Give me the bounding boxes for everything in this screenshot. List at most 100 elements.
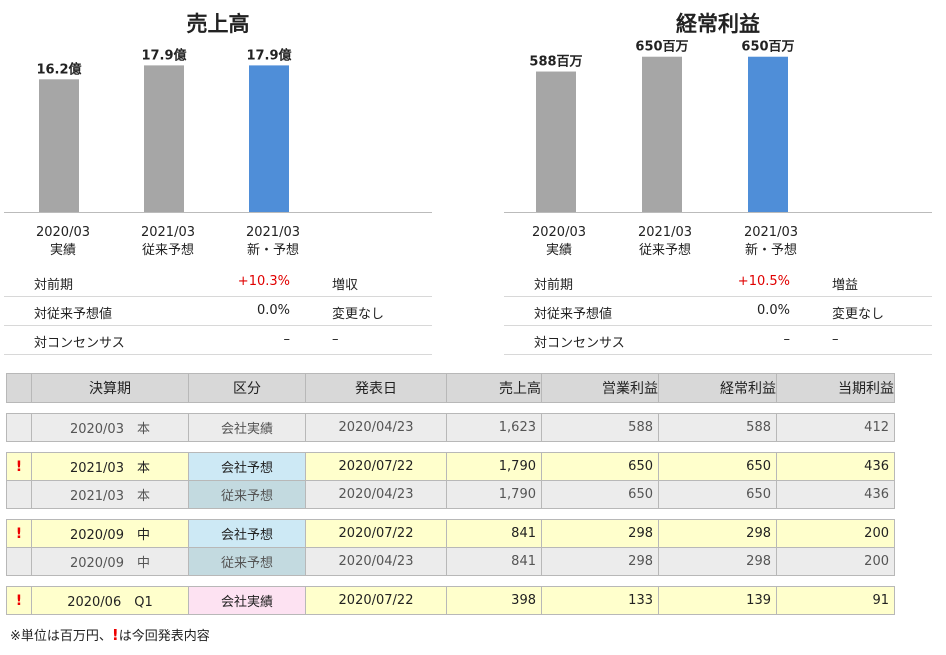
net-profit-cell: 91 (776, 586, 895, 615)
comparison-row: 対前期 +10.5% 増益 (504, 268, 932, 297)
category-kind: 実績 (49, 243, 76, 258)
net-profit-cell: 200 (776, 519, 895, 548)
bar-value-label-1: 17.9億 (141, 47, 186, 63)
header-date: 発表日 (305, 373, 447, 403)
comparison-row: 対従来予想値 0.0% 変更なし (504, 297, 932, 326)
net-profit-cell: 436 (776, 480, 895, 509)
mark-cell (6, 413, 32, 442)
sales-cell: 1,790 (446, 452, 542, 481)
ordinary-profit-chart-title: 経常利益 (676, 12, 760, 36)
comparison-label: 対前期 (534, 278, 574, 293)
exclamation-icon: ! (6, 586, 32, 615)
comparison-value: +10.3% (237, 274, 290, 289)
comparison-value: 0.0% (756, 303, 790, 318)
header-kubun: 区分 (188, 373, 306, 403)
profit-category-labels: 2020/03 実績 2021/03 従来予想 2021/03 新・予想 (504, 224, 932, 264)
bar-1 (642, 56, 682, 212)
header-period: 決算期 (31, 373, 189, 403)
ordinary-profit-cell: 650 (658, 480, 777, 509)
category-period: 2021/03 (140, 225, 195, 240)
category-period: 2020/03 (531, 225, 586, 240)
bar-chart-svg: 588百万 650百万 650百万 (504, 40, 932, 213)
comparison-label: 対前期 (34, 278, 74, 293)
sales-category-2: 2021/03 新・予想 (218, 224, 328, 260)
category-period: 2021/03 (245, 225, 300, 240)
bar-0 (536, 71, 576, 213)
table-row: 2020/09 中従来予想 2020/04/23 841 298 298 200 (6, 547, 895, 576)
group-spacer (7, 509, 895, 520)
table-row: ! 2020/06 Q1 会社実績 2020/07/22 398 133 139 91 (6, 586, 895, 615)
group-spacer (7, 576, 895, 587)
period-cell: 2020/09 中 (31, 519, 189, 548)
net-profit-cell: 436 (776, 452, 895, 481)
comparison-note: – (832, 332, 839, 347)
header-operating-profit: 営業利益 (541, 373, 659, 403)
bar-2 (249, 65, 289, 212)
sales-category-1: 2021/03 従来予想 (113, 224, 223, 260)
category-kind: 従来予想 (638, 243, 691, 258)
comparison-row: 対従来予想値 0.0% 変更なし (4, 297, 432, 326)
period-cell: 2020/03 本 (31, 413, 189, 442)
comparison-label: 対従来予想値 (534, 307, 613, 322)
table-row: ! 2020/09 中会社予想 2020/07/22 841 298 298 200 (6, 519, 895, 548)
sales-category-labels: 2020/03 実績 2021/03 従来予想 2021/03 新・予想 (4, 224, 432, 264)
bar-value-label-0: 16.2億 (36, 61, 81, 77)
comparison-note: 増益 (832, 278, 859, 293)
profit-comparison-list: 対前期 +10.5% 増益 対従来予想値 0.0% 変更なし 対コンセンサス –… (504, 268, 932, 355)
kubun-cell: 会社予想 (188, 519, 306, 548)
operating-profit-cell: 650 (541, 480, 659, 509)
category-kind: 実績 (545, 243, 572, 258)
bar-chart-svg: 16.2億 17.9億 17.9億 (4, 47, 432, 213)
comparison-value: +10.5% (737, 274, 790, 289)
operating-profit-cell: 133 (541, 586, 659, 615)
date-cell: 2020/04/23 (305, 480, 447, 509)
bar-value-label-1: 650百万 (635, 40, 688, 55)
ordinary-profit-cell: 650 (658, 452, 777, 481)
comparison-row: 対前期 +10.3% 増収 (4, 268, 432, 297)
footnote: ※単位は百万円、!は今回発表内容 (10, 625, 210, 644)
ordinary-profit-cell: 298 (658, 547, 777, 576)
kubun-cell: 会社実績 (188, 586, 306, 615)
sales-chart-title: 売上高 (186, 12, 250, 36)
category-kind: 新・予想 (744, 243, 797, 258)
comparison-note: 増収 (332, 278, 359, 293)
sales-cell: 841 (446, 519, 542, 548)
date-cell: 2020/04/23 (305, 547, 447, 576)
bar-value-label-0: 588百万 (529, 55, 582, 70)
ordinary-profit-cell: 139 (658, 586, 777, 615)
header-mark (6, 373, 32, 403)
group-spacer (7, 403, 895, 414)
header-ordinary-profit: 経常利益 (658, 373, 777, 403)
header-net-profit: 当期利益 (776, 373, 895, 403)
category-period: 2021/03 (743, 225, 798, 240)
profit-category-1: 2021/03 従来予想 (610, 224, 720, 260)
sales-comparison-list: 対前期 +10.3% 増収 対従来予想値 0.0% 変更なし 対コンセンサス –… (4, 268, 432, 355)
date-cell: 2020/07/22 (305, 452, 447, 481)
table-row: ! 2021/03 本会社予想 2020/07/22 1,790 650 650 436 (6, 452, 895, 481)
table-header-row: 決算期 区分 発表日 売上高 営業利益 経常利益 当期利益 (6, 373, 895, 403)
comparison-row: 対コンセンサス – – (4, 326, 432, 355)
group-spacer (7, 442, 895, 453)
period-cell: 2021/03 本 (31, 452, 189, 481)
profit-category-0: 2020/03 実績 (504, 224, 614, 260)
comparison-value: – (283, 332, 291, 347)
kubun-cell: 会社実績 (188, 413, 306, 442)
exclamation-icon: ! (6, 452, 32, 481)
table-row: 2020/03 本会社実績 2020/04/23 1,623 588 588 412 (6, 413, 895, 442)
category-period: 2020/03 (35, 225, 90, 240)
kubun-cell: 従来予想 (188, 480, 306, 509)
ordinary-profit-cell: 588 (658, 413, 777, 442)
bar-1 (144, 65, 184, 212)
header-sales: 売上高 (446, 373, 542, 403)
date-cell: 2020/07/22 (305, 586, 447, 615)
comparison-label: 対従来予想値 (34, 307, 113, 322)
earnings-table: 決算期 区分 発表日 売上高 営業利益 経常利益 当期利益 2020/03 本会… (6, 373, 895, 615)
operating-profit-cell: 588 (541, 413, 659, 442)
sales-category-0: 2020/03 実績 (8, 224, 118, 260)
comparison-note: 変更なし (332, 307, 385, 322)
period-cell: 2021/03 本 (31, 480, 189, 509)
period-cell: 2020/06 Q1 (31, 586, 189, 615)
mark-cell (6, 547, 32, 576)
footnote-text: ※単位は百万円、 (10, 629, 112, 644)
bar-0 (39, 79, 79, 212)
